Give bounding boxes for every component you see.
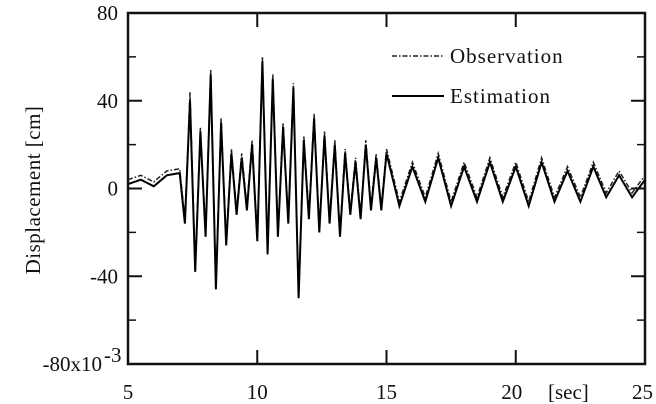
y-ticks: 80 40 0 -40 -80x10 -3 — [43, 1, 645, 376]
series-layer — [127, 56, 646, 299]
y-tick-label: 40 — [97, 89, 118, 113]
x-ticks: 5 10 15 20 25 — [123, 13, 653, 404]
x-tick-label: 10 — [247, 380, 268, 404]
y-tick-label: -40 — [90, 264, 118, 288]
y-tick-label: 80 — [97, 1, 118, 25]
y-axis-title: Displacement [cm] — [21, 106, 45, 275]
y-tick-label: -80x10 — [43, 352, 103, 376]
y-tick-label: 0 — [108, 177, 119, 201]
y-tick-exponent: -3 — [104, 343, 122, 367]
legend-estimation-label: Estimation — [450, 84, 551, 108]
x-tick-label: 15 — [376, 380, 397, 404]
x-axis-unit-label: [sec] — [548, 380, 589, 404]
plot-frame — [126, 11, 647, 366]
legend: Observation Estimation — [392, 44, 564, 108]
observation-series-line — [127, 56, 646, 294]
x-tick-label: 5 — [123, 380, 134, 404]
x-tick-label: 20 — [501, 380, 522, 404]
estimation-series-line — [127, 61, 646, 299]
chart-axes — [126, 11, 647, 366]
legend-observation-label: Observation — [450, 44, 564, 68]
x-tick-label: 25 — [632, 380, 653, 404]
